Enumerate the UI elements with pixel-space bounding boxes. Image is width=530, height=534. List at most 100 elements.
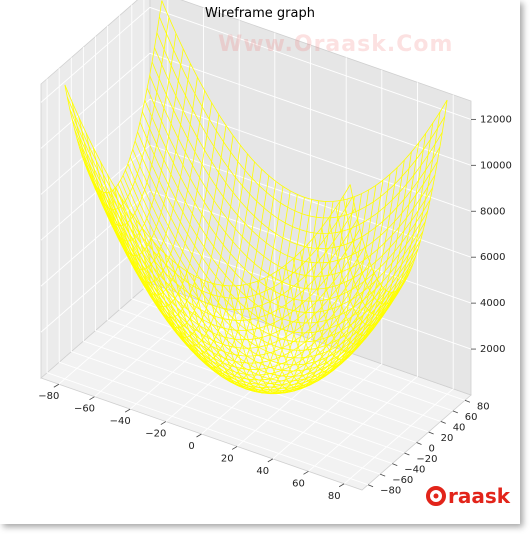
- x-tick-label: 40: [256, 466, 269, 477]
- wire-line: [285, 180, 384, 373]
- y-tick-mark: [452, 410, 458, 414]
- logo-text: raask: [448, 484, 511, 508]
- gridline-y: [131, 4, 453, 412]
- wire-line: [143, 145, 241, 338]
- gridline-z: [40, 98, 472, 212]
- x-tick-mark: [338, 483, 345, 488]
- wire-line: [71, 17, 170, 211]
- y-tick-label: −60: [392, 475, 413, 486]
- watermark-text: Www.Oraask.Com: [218, 32, 454, 57]
- y-tick-mark: [428, 431, 434, 435]
- wireframe-surface: [64, 0, 448, 395]
- x-tick-label: −20: [145, 429, 166, 440]
- y-tick-mark: [416, 442, 422, 445]
- wire-line: [150, 153, 248, 347]
- x-tick-mark: [53, 383, 60, 388]
- wire-line: [335, 122, 434, 316]
- x-tick-mark: [267, 458, 274, 463]
- x-tick-label: 60: [292, 478, 305, 489]
- x-tick-label: 80: [328, 491, 341, 502]
- gridline-x: [58, 0, 169, 385]
- wire-line: [171, 175, 270, 369]
- wire-line: [307, 160, 405, 353]
- gridline-z: [40, 6, 472, 120]
- wire-line: [178, 181, 277, 375]
- gridline-y: [119, 15, 441, 422]
- y-tick-mark: [392, 463, 398, 466]
- x-tick-mark: [89, 396, 95, 401]
- y-tick-label: −40: [404, 465, 425, 476]
- y-tick-label: 20: [441, 433, 454, 444]
- gridline-z: [40, 190, 472, 304]
- x-tick-label: −40: [110, 416, 131, 427]
- logo-o-icon: [426, 486, 446, 506]
- wire-line: [228, 201, 327, 395]
- x-tick-label: −80: [38, 391, 59, 402]
- wire-line: [342, 111, 441, 305]
- y-tick-mark: [380, 473, 386, 477]
- y-tick-mark: [367, 484, 374, 488]
- wire-line: [207, 197, 305, 390]
- wire-line: [128, 125, 227, 319]
- y-tick-label: −80: [380, 486, 401, 497]
- z-tick-label: 10000: [480, 160, 512, 171]
- gridline-y: [46, 78, 369, 486]
- gridline-x: [129, 20, 240, 410]
- wire-line: [107, 90, 205, 284]
- x-tick-mark: [196, 433, 202, 438]
- figure-frame: −80 −60 −40 −20 0 20 40 60 80 −80 −60 −40 −20 0 20 40 60…: [38, 0, 512, 508]
- wire-line: [78, 33, 177, 227]
- wire-line: [214, 199, 312, 393]
- y-tick-mark: [464, 399, 471, 403]
- wire-line: [321, 142, 419, 336]
- wire-line: [314, 151, 412, 345]
- y-tick-label: 0: [429, 444, 435, 455]
- wire-line: [299, 167, 398, 361]
- x-tick-mark: [160, 421, 167, 425]
- wire-line: [164, 169, 262, 362]
- wire-line: [135, 135, 234, 329]
- wire-line: [235, 201, 334, 395]
- wire-line: [64, 0, 163, 194]
- wire-line: [114, 102, 213, 296]
- gridline-x: [272, 69, 383, 460]
- gridline-z: [40, 52, 472, 166]
- wire-line: [250, 198, 348, 392]
- y-tick-mark: [440, 421, 446, 424]
- gridline-y: [95, 36, 417, 443]
- gridline-y: [107, 25, 429, 433]
- z-tick-label: 4000: [480, 298, 505, 309]
- wire-line: [157, 161, 255, 355]
- y-tick-label: −20: [416, 454, 437, 465]
- wire-line: [200, 194, 298, 388]
- wire-line: [349, 100, 448, 293]
- gridline-y: [58, 68, 381, 475]
- x-tick-label: −60: [74, 404, 95, 415]
- wire-line: [292, 174, 391, 367]
- gridline-x: [201, 45, 311, 435]
- y-tick-label: 80: [477, 401, 490, 412]
- y-tick-mark: [404, 452, 410, 456]
- wire-line: [328, 133, 427, 327]
- y-tick-label: 60: [465, 412, 478, 423]
- chart-title: Wireframe graph: [205, 6, 315, 21]
- x-tick-label: 0: [188, 441, 194, 452]
- wire-line: [271, 189, 369, 383]
- z-tick-label: 8000: [480, 206, 505, 217]
- gridline-x: [308, 82, 418, 472]
- z-tick-label: 6000: [480, 252, 505, 263]
- z-tick-label: 2000: [480, 344, 505, 355]
- oraask-logo: raask: [425, 484, 510, 508]
- x-tick-mark: [124, 408, 131, 413]
- wire-line: [278, 185, 377, 379]
- wire-line: [100, 77, 198, 270]
- gridline-x: [343, 94, 454, 485]
- gridline-y: [143, 0, 466, 401]
- wire-line: [242, 200, 341, 394]
- z-tick-label: 12000: [480, 114, 512, 125]
- wire-line: [93, 63, 191, 257]
- x-tick-mark: [231, 446, 238, 450]
- y-tick-label: 40: [453, 422, 466, 433]
